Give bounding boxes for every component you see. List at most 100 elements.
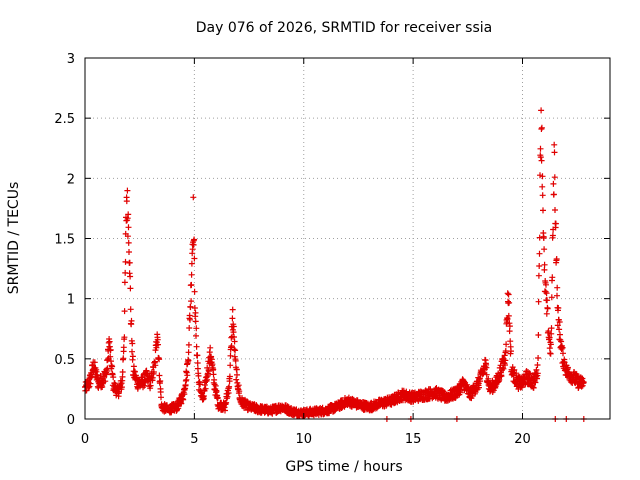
data-point [183, 376, 190, 383]
data-point [233, 376, 240, 383]
data-point [547, 350, 554, 357]
data-point [127, 285, 134, 292]
data-point [186, 325, 193, 331]
data-point [235, 382, 242, 389]
data-point [185, 349, 192, 356]
data-point [539, 173, 546, 180]
data-point [229, 306, 236, 313]
data-point [234, 371, 240, 378]
data-point [210, 371, 217, 378]
data-point [508, 348, 514, 355]
data-point [187, 316, 193, 323]
data-point [119, 369, 126, 375]
data-point [549, 274, 556, 281]
data-point [541, 261, 548, 268]
data-point [553, 256, 560, 262]
data-point [93, 368, 100, 375]
data-point [127, 273, 134, 280]
data-point [152, 362, 159, 369]
data-point [483, 364, 490, 371]
data-point [506, 299, 513, 306]
data-point [191, 288, 198, 295]
data-point [549, 232, 556, 239]
data-point [126, 249, 132, 255]
data-point [580, 379, 587, 386]
data-point [543, 310, 550, 317]
data-point [128, 317, 135, 324]
data-point [91, 359, 98, 366]
data-point [552, 207, 558, 213]
data-point [526, 371, 533, 378]
x-tick-label: 20 [514, 432, 531, 447]
data-point [505, 312, 512, 319]
data-point [226, 383, 233, 390]
data-point [208, 353, 215, 360]
y-tick-label: 1 [67, 293, 75, 308]
data-point [132, 368, 138, 375]
data-point [149, 374, 156, 381]
data-point [269, 410, 276, 417]
data-point [200, 393, 207, 399]
data-point [193, 343, 200, 350]
data-point [554, 292, 560, 299]
data-point [547, 341, 554, 348]
data-point [543, 290, 550, 297]
data-point [107, 353, 114, 360]
x-tick-label: 5 [190, 432, 198, 447]
data-point [150, 369, 157, 375]
data-point [228, 343, 235, 349]
data-point [185, 357, 192, 364]
data-point [193, 325, 200, 332]
data-point [223, 399, 230, 406]
data-point [188, 260, 195, 267]
data-point [536, 263, 543, 269]
data-point [535, 332, 542, 338]
data-point [548, 294, 555, 301]
data-point [545, 328, 552, 335]
data-point [537, 145, 544, 152]
data-point [125, 239, 132, 246]
data-point [544, 297, 551, 304]
data-point [535, 355, 542, 361]
data-point [232, 347, 239, 354]
x-tick-label: 15 [405, 432, 422, 447]
data-point [192, 309, 199, 316]
data-point [554, 322, 561, 329]
data-point [550, 180, 557, 187]
data-point [123, 198, 130, 205]
data-point [184, 372, 191, 379]
data-point [120, 344, 127, 351]
data-point [205, 368, 212, 375]
data-point [118, 384, 125, 391]
data-point [504, 316, 511, 322]
data-point [541, 246, 548, 253]
data-point [504, 290, 511, 297]
data-point [551, 141, 558, 148]
y-tick-label: 1.5 [54, 233, 75, 248]
x-tick-label: 10 [295, 432, 312, 447]
data-point [555, 305, 562, 311]
data-point [544, 305, 551, 312]
data-point [197, 381, 204, 388]
data-point [185, 341, 192, 348]
y-tick-label: 2 [67, 172, 75, 187]
data-point [124, 233, 131, 240]
data-point [536, 250, 543, 257]
data-point [121, 334, 128, 341]
plot-frame [84, 57, 611, 420]
data-point [126, 259, 133, 266]
data-point [500, 365, 507, 372]
data-point [147, 382, 154, 389]
data-point [558, 338, 565, 345]
data-point [477, 378, 484, 385]
data-point [535, 298, 542, 305]
data-point [578, 383, 585, 390]
y-tick-label: 0.5 [54, 353, 75, 368]
data-point [546, 334, 553, 341]
data-point [534, 370, 541, 377]
data-point [233, 366, 240, 373]
data-point [227, 362, 234, 369]
data-point [538, 107, 545, 114]
y-axis-label: SRMTID / TECUs [6, 182, 22, 295]
data-point [187, 304, 194, 311]
